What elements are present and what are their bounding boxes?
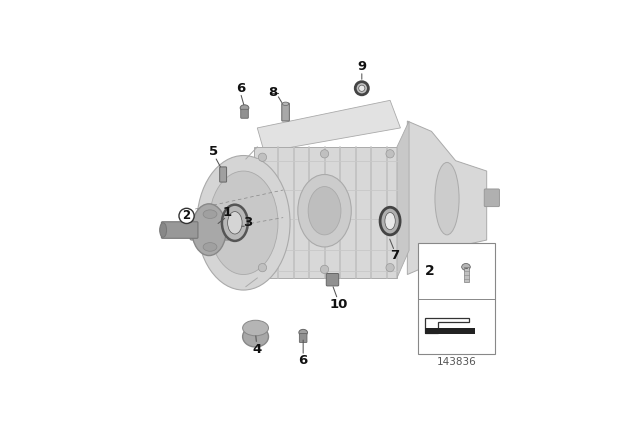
Circle shape [386,150,394,158]
FancyBboxPatch shape [484,189,499,207]
Ellipse shape [209,171,278,275]
FancyBboxPatch shape [326,273,339,286]
Circle shape [321,265,329,273]
FancyBboxPatch shape [254,147,397,278]
Circle shape [386,263,394,272]
FancyBboxPatch shape [424,328,475,334]
Circle shape [179,208,194,224]
FancyBboxPatch shape [161,222,198,238]
Text: 6: 6 [236,82,245,95]
Polygon shape [407,121,486,275]
Text: 5: 5 [209,145,218,158]
Ellipse shape [358,85,365,91]
Ellipse shape [282,102,289,106]
Text: 6: 6 [298,354,308,367]
Ellipse shape [385,212,396,230]
Text: 4: 4 [252,343,261,356]
FancyBboxPatch shape [418,244,495,354]
Text: 10: 10 [329,298,348,311]
Text: 2: 2 [182,209,191,222]
Ellipse shape [298,174,351,247]
FancyBboxPatch shape [282,103,289,121]
Ellipse shape [203,210,217,219]
Text: 3: 3 [243,216,252,229]
Polygon shape [424,318,469,333]
Ellipse shape [203,243,217,251]
Circle shape [259,153,267,161]
FancyBboxPatch shape [220,167,227,182]
Ellipse shape [435,163,459,235]
Ellipse shape [197,155,290,290]
Polygon shape [257,100,401,152]
Ellipse shape [461,263,470,271]
Ellipse shape [380,207,400,235]
Text: 1: 1 [222,206,232,219]
Ellipse shape [355,82,369,95]
FancyBboxPatch shape [190,216,230,240]
Text: 8: 8 [268,86,277,99]
Ellipse shape [228,211,242,234]
Text: 9: 9 [357,60,366,73]
Ellipse shape [240,105,249,111]
FancyBboxPatch shape [242,159,259,285]
Text: 7: 7 [390,249,399,262]
Ellipse shape [308,186,341,235]
FancyBboxPatch shape [463,267,468,283]
Ellipse shape [192,204,226,255]
Polygon shape [397,121,409,278]
Circle shape [321,150,329,158]
Ellipse shape [299,329,307,336]
FancyBboxPatch shape [300,333,307,342]
Ellipse shape [222,205,248,241]
FancyBboxPatch shape [241,109,248,118]
Ellipse shape [243,320,269,336]
Ellipse shape [159,223,166,237]
Text: 143836: 143836 [436,358,476,367]
Circle shape [259,263,267,272]
Ellipse shape [243,326,269,347]
Text: 2: 2 [424,264,435,278]
